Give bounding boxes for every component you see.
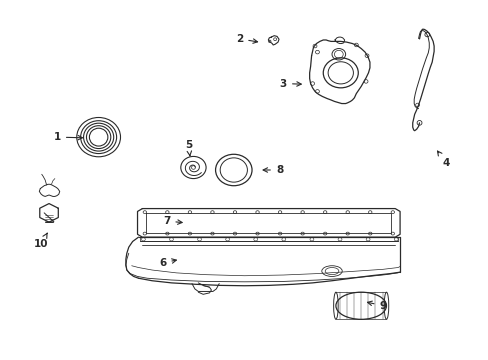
Text: 9: 9 <box>367 301 386 311</box>
Text: 8: 8 <box>263 165 283 175</box>
Text: 1: 1 <box>54 132 82 142</box>
Text: 10: 10 <box>34 233 48 249</box>
Text: 2: 2 <box>236 34 257 44</box>
Text: 6: 6 <box>159 258 176 268</box>
Text: 5: 5 <box>184 140 192 156</box>
Text: 4: 4 <box>437 151 449 168</box>
Text: 7: 7 <box>163 216 182 226</box>
Text: 3: 3 <box>279 78 301 89</box>
